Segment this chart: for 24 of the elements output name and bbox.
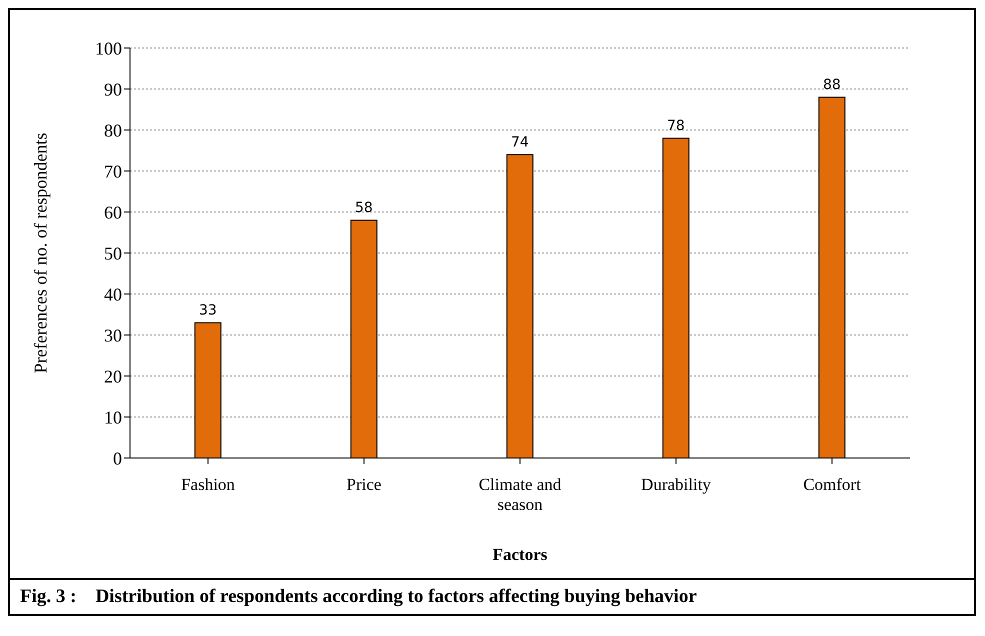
y-tick-label: 50: [104, 243, 122, 264]
data-label: 33: [198, 302, 217, 319]
data-label: 74: [510, 134, 529, 151]
x-tick-label: Price: [346, 475, 382, 494]
y-tick-label: 80: [104, 120, 122, 140]
x-tick-label: Durability: [641, 475, 712, 494]
y-tick-label: 0: [113, 448, 122, 468]
y-tick-label: 40: [104, 284, 122, 304]
x-axis-title: Factors: [492, 545, 548, 564]
y-axis-title: Preferences of no. of respondents: [30, 132, 50, 374]
data-label: 78: [666, 118, 685, 134]
y-tick-label: 70: [104, 161, 122, 182]
x-tick-label: Climate and season: [478, 475, 562, 514]
y-tick-label: 20: [104, 366, 122, 386]
data-label: 88: [822, 77, 841, 94]
text: Fig. 3 : Distribution of respondents according to factors affecting buying behavior: [8, 580, 976, 616]
y-tick-label: 90: [104, 79, 122, 100]
y-tick-label: 30: [104, 325, 122, 346]
y-tick-label: 60: [104, 202, 122, 222]
x-tick-label: Fashion: [181, 475, 236, 494]
data-label: 58: [354, 200, 373, 216]
x-tick-label: Comfort: [803, 475, 862, 494]
y-tick-label: 100: [95, 38, 122, 58]
y-tick-label: 10: [104, 407, 122, 428]
